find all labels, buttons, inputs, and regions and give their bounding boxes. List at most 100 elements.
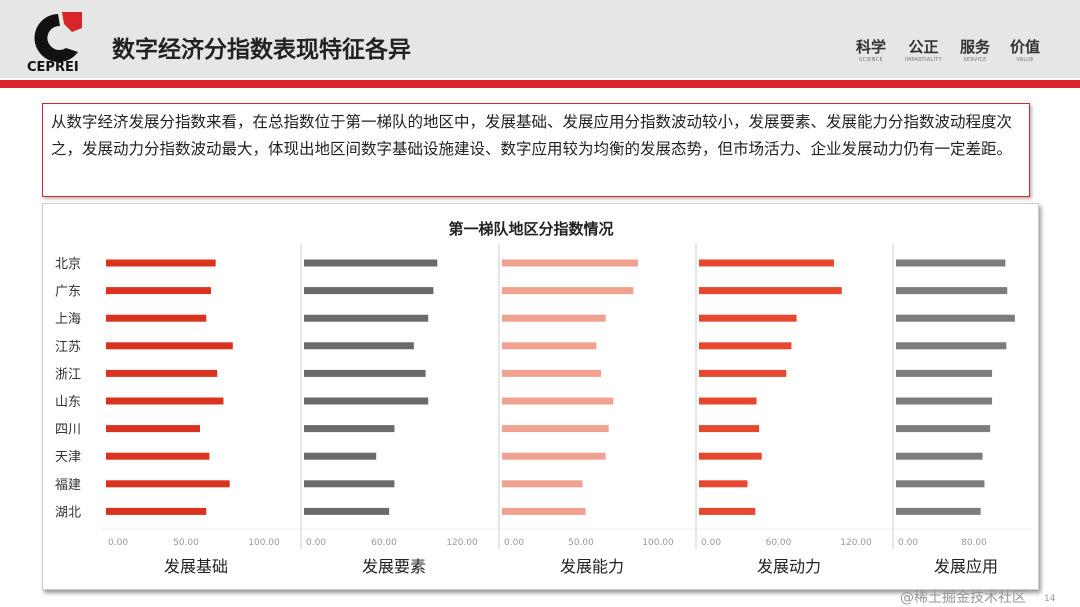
- bar-上海: [502, 314, 606, 322]
- bar-北京: [699, 259, 835, 267]
- series-label: 发展动力: [757, 557, 821, 576]
- category-label: 福建: [55, 478, 81, 493]
- tick-label: 100.00: [248, 538, 280, 548]
- tick-label: 80.00: [961, 538, 987, 548]
- tick-label: 100.00: [642, 538, 674, 548]
- bar-山东: [699, 397, 757, 405]
- tick-label: 0.00: [306, 538, 326, 548]
- bar-上海: [106, 314, 207, 322]
- bar-广东: [106, 287, 211, 295]
- panel-0: 0.00 50.00 100.00 发展基础: [106, 259, 280, 576]
- category-label: 山东: [55, 395, 81, 410]
- tick-label: 50.00: [173, 538, 199, 548]
- tick-label: 50.00: [568, 538, 594, 548]
- tick-label: 0.00: [898, 538, 918, 548]
- bar-北京: [502, 259, 638, 267]
- category-label: 江苏: [55, 339, 81, 355]
- category-label: 四川: [55, 423, 81, 438]
- motto-2: 服务 SERVICE: [960, 36, 990, 63]
- bar-四川: [896, 425, 991, 433]
- bar-湖北: [896, 507, 981, 515]
- tick-label: 60.00: [766, 538, 792, 548]
- bar-湖北: [699, 507, 756, 515]
- page-title: 数字经济分指数表现特征各异: [112, 37, 411, 63]
- series-label: 发展基础: [164, 557, 228, 576]
- bar-上海: [699, 314, 797, 322]
- watermark: @稀土掘金技术社区: [900, 590, 1026, 606]
- bar-湖北: [304, 507, 390, 515]
- motto-zh: 科学: [856, 38, 887, 56]
- bar-天津: [106, 452, 210, 460]
- bar-福建: [502, 480, 583, 488]
- bar-北京: [304, 259, 438, 267]
- bar-浙江: [896, 369, 993, 377]
- bar-四川: [502, 425, 609, 433]
- logo-text: CEPREI: [27, 60, 79, 75]
- category-label: 上海: [55, 312, 81, 327]
- bar-福建: [304, 480, 395, 488]
- bar-北京: [896, 259, 1006, 267]
- page-number: 14: [1044, 594, 1056, 604]
- bar-福建: [699, 480, 748, 488]
- bar-浙江: [699, 369, 787, 377]
- bar-上海: [896, 314, 1015, 322]
- bar-天津: [502, 452, 606, 460]
- bar-湖北: [502, 507, 586, 515]
- bar-山东: [896, 397, 993, 405]
- series-label: 发展应用: [934, 557, 998, 576]
- bar-江苏: [304, 342, 414, 350]
- bar-浙江: [106, 369, 218, 377]
- bar-广东: [304, 287, 434, 295]
- tick-label: 0.00: [504, 538, 524, 548]
- bar-江苏: [896, 342, 1007, 350]
- bar-江苏: [502, 342, 597, 350]
- series-label: 发展能力: [560, 557, 624, 576]
- bar-山东: [106, 397, 224, 405]
- bar-北京: [106, 259, 216, 267]
- series-label: 发展要素: [362, 557, 426, 576]
- bar-山东: [304, 397, 429, 405]
- category-label: 北京: [55, 257, 81, 272]
- category-label: 广东: [55, 285, 81, 300]
- bar-天津: [304, 452, 377, 460]
- motto-1: 公正 IMPARTIALITY: [905, 36, 942, 63]
- bar-广东: [699, 287, 842, 295]
- bar-广东: [502, 287, 634, 295]
- bar-山东: [502, 397, 614, 405]
- bar-福建: [896, 480, 985, 488]
- panel-4: 0.00 80.00 发展应用: [892, 244, 1015, 576]
- panel-3: 0.00 60.00 120.00 发展动力: [695, 244, 872, 576]
- bar-四川: [304, 425, 395, 433]
- bar-福建: [106, 480, 230, 488]
- chart-panel: 第一梯队地区分指数情况 北京 广东 上海 江苏 浙江 山东 四川 天津 福建 湖北 0.00 50.00…: [42, 203, 1039, 590]
- tick-label: 120.00: [840, 538, 872, 548]
- motto-en: VALUE: [1016, 57, 1034, 63]
- bar-四川: [699, 425, 760, 433]
- motto-en: SCIENCE: [859, 57, 883, 63]
- category-label: 天津: [55, 450, 81, 465]
- bar-上海: [304, 314, 429, 322]
- header-bar: CEPREI 数字经济分指数表现特征各异 科学 SCIENCE 公正 IMPARTIA…: [0, 0, 1080, 78]
- motto-en: IMPARTIALITY: [905, 57, 942, 63]
- motto-3: 价值 VALUE: [1010, 36, 1040, 63]
- category-label: 浙江: [55, 367, 81, 382]
- bar-天津: [896, 452, 983, 460]
- bar-江苏: [106, 342, 233, 350]
- panel-1: 0.00 60.00 120.00 发展要素: [300, 244, 478, 576]
- motto-zh: 服务: [960, 38, 991, 56]
- bar-浙江: [502, 369, 602, 377]
- header-divider: [0, 80, 1080, 88]
- tick-label: 60.00: [371, 538, 397, 548]
- bar-天津: [699, 452, 762, 460]
- tick-label: 120.00: [446, 538, 478, 548]
- ceprei-logo-icon: [34, 12, 82, 62]
- tick-label: 0.00: [108, 538, 128, 548]
- bar-湖北: [106, 507, 207, 515]
- motto-en: SERVICE: [963, 57, 987, 63]
- bar-广东: [896, 287, 1008, 295]
- chart-title: 第一梯队地区分指数情况: [448, 220, 613, 238]
- motto-zh: 价值: [1010, 38, 1041, 56]
- bar-四川: [106, 425, 201, 433]
- panel-2: 0.00 50.00 100.00 发展能力: [498, 244, 674, 576]
